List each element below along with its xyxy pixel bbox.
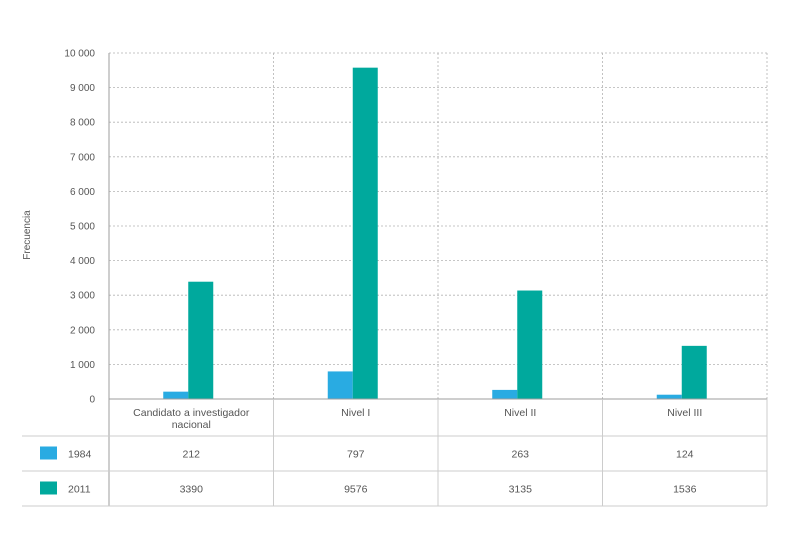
bar-2011 [352, 67, 378, 399]
y-tick-label: 9 000 [70, 83, 95, 94]
y-tick-label: 4 000 [70, 256, 95, 267]
legend-swatch-2011 [40, 481, 57, 495]
gridlines [109, 52, 768, 399]
category-labels: Candidato a investigador nacional Nivel I N… [133, 407, 702, 431]
legend-label: 2011 [68, 484, 91, 496]
bar-1984 [327, 371, 353, 399]
y-tick-label: 3 000 [70, 291, 95, 302]
y-tick-label: 5 000 [70, 222, 95, 233]
bar-2011 [681, 345, 707, 399]
y-tick-label: 0 [89, 395, 95, 406]
table-cell: 9576 [344, 484, 368, 496]
table-cell: 3390 [180, 484, 204, 496]
bar-2011 [517, 290, 543, 399]
bars [163, 67, 707, 399]
bar-1984 [492, 389, 518, 399]
category-label: Nivel III [667, 407, 702, 419]
y-tick-labels: 0 1 000 2 000 3 000 4 000 5 000 6 000 7 000 8 00… [64, 49, 95, 406]
legend-label: 1984 [68, 449, 92, 461]
table-cell: 212 [182, 449, 200, 461]
table-cell: 797 [347, 449, 365, 461]
y-tick-label: 10 000 [64, 49, 95, 60]
category-label: Nivel II [504, 407, 536, 419]
y-tick-label: 8 000 [70, 118, 95, 129]
data-table: 1984 212 797 263 124 2011 3390 9576 3135 1536 [22, 399, 768, 507]
y-tick-label: 7 000 [70, 152, 95, 163]
table-cell: 124 [676, 449, 694, 461]
table-cell: 3135 [509, 484, 533, 496]
y-tick-label: 1 000 [70, 360, 95, 371]
y-tick-label: 2 000 [70, 325, 95, 336]
bar-1984 [656, 394, 682, 399]
category-label: Nivel I [341, 407, 370, 419]
table-cell: 263 [511, 449, 529, 461]
legend-swatch-1984 [40, 446, 57, 460]
bar-2011 [188, 281, 214, 399]
y-tick-label: 6 000 [70, 187, 95, 198]
category-label: Candidato a investigador nacional [133, 407, 250, 431]
bar-1984 [163, 391, 189, 399]
table-cell: 1536 [673, 484, 697, 496]
y-axis-label: Frecuencia [22, 210, 33, 260]
